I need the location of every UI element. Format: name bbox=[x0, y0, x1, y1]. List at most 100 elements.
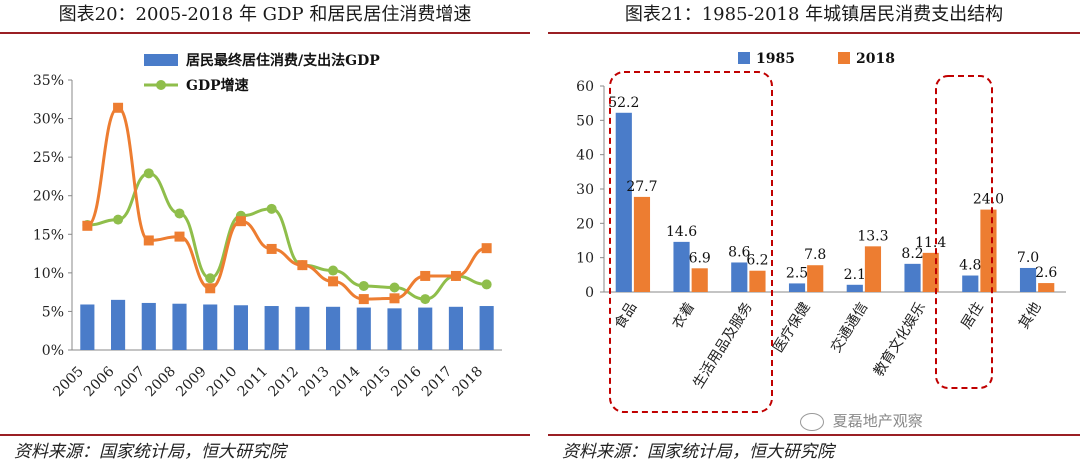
y-tick-label: 15% bbox=[33, 227, 64, 243]
x-tick-label: 2006 bbox=[81, 363, 118, 400]
y-tick-label: 10% bbox=[33, 266, 64, 282]
residential-growth-point bbox=[113, 102, 124, 113]
bar-residential-share bbox=[111, 299, 126, 350]
x-tick-label: 2015 bbox=[357, 364, 394, 401]
residential-growth-point bbox=[420, 270, 431, 281]
bar-residential-share bbox=[418, 307, 433, 350]
data-label: 24.0 bbox=[973, 192, 1004, 208]
y-tick-label: 0% bbox=[42, 343, 64, 359]
highlight-box-housing bbox=[935, 75, 993, 389]
legend-swatch-marker bbox=[156, 80, 166, 90]
line-residential-growth bbox=[86, 106, 487, 301]
bar-2018 bbox=[807, 265, 824, 292]
bar-2018 bbox=[1038, 283, 1055, 292]
bar-residential-share bbox=[448, 306, 463, 350]
y-tick-label: 20% bbox=[33, 189, 64, 205]
wechat-icon bbox=[800, 412, 824, 431]
residential-growth-point bbox=[389, 293, 400, 304]
x-tick-label: 2012 bbox=[265, 364, 302, 401]
highlight-box-necessities bbox=[609, 71, 773, 413]
x-tick-label: 2010 bbox=[204, 364, 241, 401]
bar-residential-share bbox=[203, 304, 218, 350]
y-tick-label: 40 bbox=[576, 148, 594, 164]
bar-1985 bbox=[904, 263, 921, 292]
bar-2018 bbox=[980, 209, 997, 292]
left-source-note: 资料来源：国家统计局，恒大研究院 bbox=[0, 434, 530, 470]
gdp-growth-point bbox=[205, 273, 216, 284]
x-tick-label: 2007 bbox=[112, 364, 149, 401]
y-tick-label: 35% bbox=[33, 73, 64, 89]
bar-residential-share bbox=[295, 306, 310, 350]
legend-swatch-1985 bbox=[738, 52, 750, 64]
data-label: 6.9 bbox=[689, 250, 711, 266]
x-tick-label: 2008 bbox=[142, 364, 179, 401]
y-tick-label: 20 bbox=[576, 216, 594, 232]
residential-growth-point bbox=[174, 231, 185, 242]
x-tick-label: 教育文化娱乐 bbox=[871, 300, 929, 380]
data-label: 7.8 bbox=[804, 247, 826, 263]
bar-1985 bbox=[615, 112, 632, 292]
gdp-growth-point bbox=[143, 168, 154, 179]
x-tick-label: 2016 bbox=[388, 363, 425, 400]
legend-label-2018: 2018 bbox=[856, 51, 895, 67]
bar-residential-share bbox=[387, 308, 402, 350]
bar-residential-share bbox=[141, 302, 156, 350]
gdp-growth-point bbox=[358, 280, 369, 291]
x-tick-label: 2013 bbox=[296, 364, 333, 401]
right-source-note: 资料来源：国家统计局，恒大研究院 bbox=[548, 434, 1080, 470]
residential-growth-point bbox=[266, 243, 277, 254]
legend-label-line: GDP增速 bbox=[186, 77, 249, 94]
bar-residential-share bbox=[326, 306, 341, 350]
y-tick-label: 60 bbox=[576, 79, 594, 95]
gdp-growth-point bbox=[481, 279, 492, 290]
data-label: 2.1 bbox=[844, 267, 866, 283]
y-tick-label: 10 bbox=[576, 251, 594, 267]
bar-2018 bbox=[749, 270, 766, 292]
y-tick-label: 5% bbox=[42, 304, 64, 320]
bar-residential-share bbox=[356, 307, 371, 350]
bar-residential-share bbox=[172, 303, 187, 350]
x-tick-label: 交通通信 bbox=[827, 299, 871, 355]
y-tick-label: 30 bbox=[576, 182, 594, 198]
bar-residential-share bbox=[479, 306, 494, 350]
bar-1985 bbox=[1019, 267, 1037, 292]
bar-1985 bbox=[788, 283, 806, 292]
bar-2018 bbox=[691, 268, 708, 292]
x-tick-label: 2011 bbox=[235, 364, 272, 401]
data-label: 2.5 bbox=[786, 265, 808, 281]
bar-2018 bbox=[864, 246, 882, 292]
data-label: 8.6 bbox=[728, 244, 750, 260]
x-tick-label: 2005 bbox=[50, 364, 87, 401]
data-label: 4.8 bbox=[959, 258, 981, 274]
y-tick-label: 25% bbox=[33, 150, 64, 166]
x-tick-label: 居住 bbox=[958, 300, 986, 332]
bar-1985 bbox=[673, 241, 690, 292]
gdp-growth-point bbox=[389, 282, 400, 293]
data-label: 27.7 bbox=[626, 179, 657, 195]
x-tick-label: 其他 bbox=[1016, 300, 1044, 332]
bar-1985 bbox=[846, 284, 863, 292]
residential-growth-point bbox=[235, 216, 246, 227]
data-label: 8.2 bbox=[901, 246, 923, 262]
bar-2018 bbox=[922, 252, 939, 292]
bar-1985 bbox=[731, 262, 748, 292]
residential-growth-point bbox=[297, 260, 308, 271]
residential-growth-point bbox=[205, 283, 216, 294]
right-chart-panel: 图表21：1985-2018 年城镇居民消费支出结构 0 10 20 30 40 50 60… bbox=[548, 0, 1080, 468]
data-label: 2.6 bbox=[1035, 265, 1057, 281]
x-tick-label: 衣着 bbox=[670, 300, 698, 332]
x-tick-label: 生活用品及服务 bbox=[690, 300, 756, 392]
x-tick-label: 医疗保健 bbox=[770, 300, 813, 356]
y-tick-label: 50 bbox=[576, 113, 594, 129]
residential-growth-point bbox=[328, 276, 339, 287]
watermark: 夏磊地产观察 bbox=[800, 410, 923, 431]
data-label: 7.0 bbox=[1017, 250, 1039, 266]
bar-residential-share bbox=[80, 304, 95, 350]
watermark-text: 夏磊地产观察 bbox=[832, 412, 923, 430]
left-chart-panel: 图表20：2005-2018 年 GDP 和居民居住消费增速 0% 5% 10% 15… bbox=[0, 0, 530, 468]
gdp-growth-point bbox=[174, 208, 185, 219]
bar-residential-share bbox=[233, 305, 248, 350]
y-tick-label: 30% bbox=[33, 112, 64, 128]
